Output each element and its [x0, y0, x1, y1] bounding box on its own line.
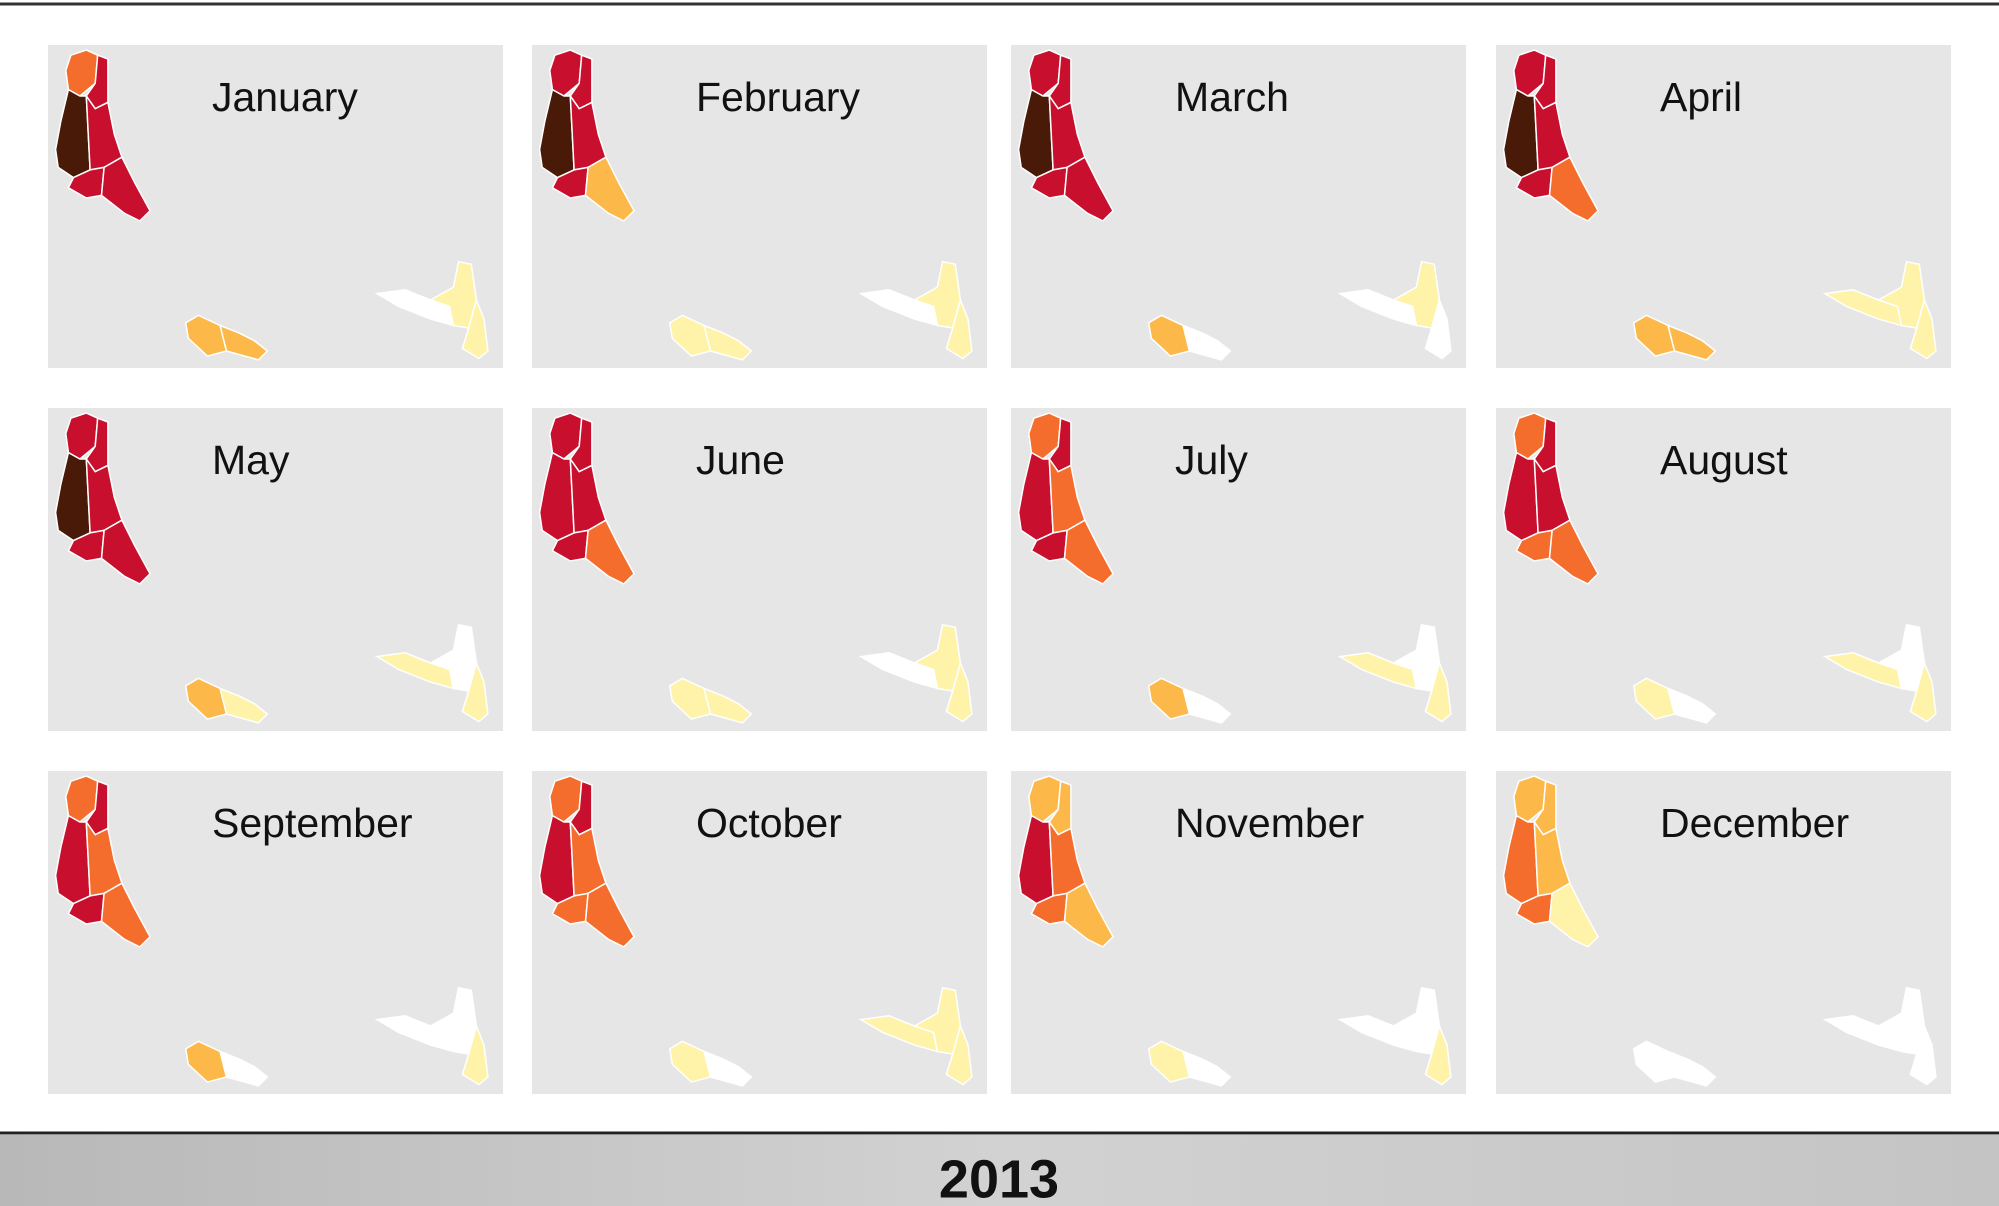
region [703, 1050, 753, 1087]
region [1513, 49, 1547, 97]
region [100, 156, 151, 222]
map-panel: May [48, 408, 503, 731]
map-panel: December [1496, 771, 1951, 1094]
region [549, 775, 583, 823]
panel-title: January [212, 74, 358, 120]
panel-title: July [1175, 437, 1248, 483]
region [549, 412, 583, 460]
region [1667, 687, 1717, 724]
region [1063, 519, 1114, 585]
region [584, 519, 635, 585]
region [219, 324, 269, 361]
footer-year: 2013 [939, 1149, 1059, 1206]
region [1667, 1050, 1717, 1087]
footer-band [0, 1135, 1999, 1206]
panel-title: April [1660, 74, 1742, 120]
region [584, 882, 635, 948]
region [1182, 687, 1232, 724]
map-panel: January [48, 45, 503, 368]
region [65, 775, 99, 823]
region [703, 324, 753, 361]
region [219, 687, 269, 724]
panel-grid: January February March April May June July Augu… [48, 45, 1951, 1094]
region [461, 297, 489, 360]
region [1063, 882, 1114, 948]
panel-title: May [212, 437, 290, 483]
region [1063, 156, 1114, 222]
panel-title: August [1660, 437, 1788, 483]
region [1182, 1050, 1232, 1087]
region [1548, 882, 1599, 948]
region [945, 297, 973, 360]
map-panel: August [1496, 408, 1951, 731]
map-panel: July [1011, 408, 1466, 731]
region [1909, 297, 1937, 360]
region [1424, 1023, 1452, 1086]
region [461, 660, 489, 723]
region [945, 1023, 973, 1086]
region [461, 1023, 489, 1086]
panel-title: December [1660, 800, 1849, 846]
map-panel: April [1496, 45, 1951, 368]
region [1028, 775, 1062, 823]
region [1909, 660, 1937, 723]
region [584, 156, 635, 222]
panel-title: June [696, 437, 785, 483]
panel-title: October [696, 800, 842, 846]
map-panel: October [532, 771, 987, 1094]
region [219, 1050, 269, 1087]
region [1424, 297, 1452, 360]
map-panel: March [1011, 45, 1466, 368]
region [1548, 156, 1599, 222]
region [945, 660, 973, 723]
region [100, 519, 151, 585]
panel-title: February [696, 74, 861, 120]
region [1028, 412, 1062, 460]
region [1424, 660, 1452, 723]
panel-title: November [1175, 800, 1364, 846]
region [100, 882, 151, 948]
map-panel: June [532, 408, 987, 731]
region [1667, 324, 1717, 361]
region [1513, 775, 1547, 823]
region [65, 49, 99, 97]
region [1513, 412, 1547, 460]
map-panel: September [48, 771, 503, 1094]
region [1028, 49, 1062, 97]
panel-title: September [212, 800, 413, 846]
region [703, 687, 753, 724]
region [65, 412, 99, 460]
map-panel: November [1011, 771, 1466, 1094]
map-panel: February [532, 45, 987, 368]
region [1909, 1023, 1937, 1086]
region [1182, 324, 1232, 361]
region [1548, 519, 1599, 585]
region [549, 49, 583, 97]
panel-title: March [1175, 74, 1289, 120]
